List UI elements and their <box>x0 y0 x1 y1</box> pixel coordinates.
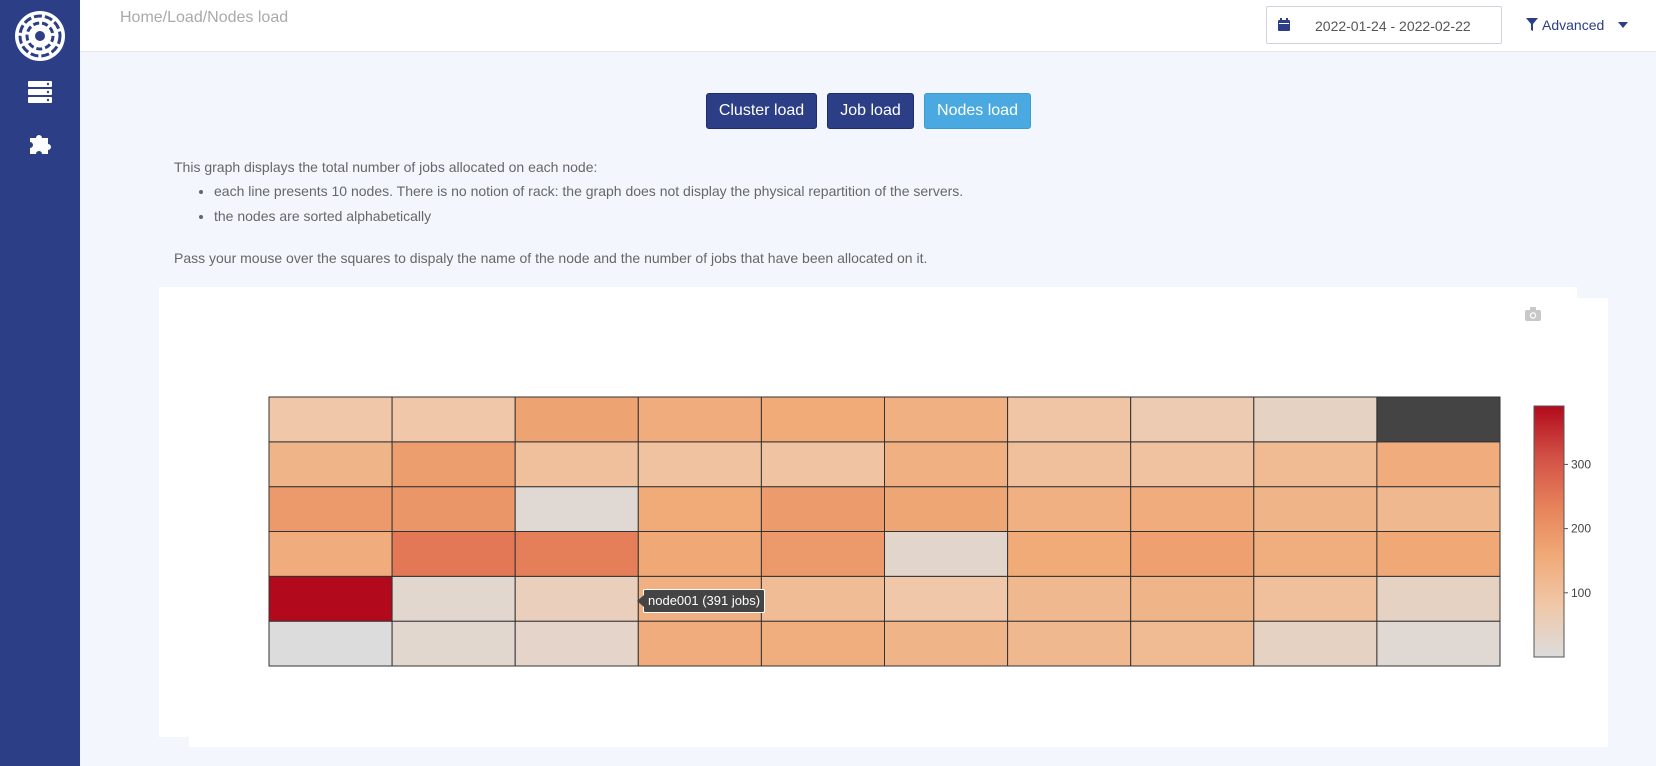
heatmap-cell[interactable] <box>1376 575 1501 622</box>
chevron-down-icon <box>1618 22 1629 28</box>
heatmap-cell[interactable] <box>1253 396 1378 443</box>
heatmap-cell[interactable] <box>1130 486 1255 532</box>
heatmap-cell[interactable] <box>760 441 886 488</box>
heatmap-cell[interactable] <box>1376 441 1501 488</box>
heatmap-cell[interactable] <box>884 575 1009 622</box>
heatmap-cell[interactable] <box>1253 531 1378 577</box>
heatmap-cell[interactable] <box>391 620 516 667</box>
heatmap-cell[interactable] <box>637 531 762 577</box>
heatmap-cell[interactable] <box>1130 441 1255 488</box>
heatmap-cell[interactable] <box>1253 441 1378 488</box>
heatmap-cell[interactable] <box>268 575 393 622</box>
heatmap-cell[interactable] <box>1253 575 1378 622</box>
advanced-filter-toggle[interactable]: Advanced <box>1526 17 1632 33</box>
servers-icon[interactable] <box>26 78 54 106</box>
heatmap-cell[interactable] <box>1007 486 1132 532</box>
heatmap-cell[interactable] <box>637 396 762 443</box>
heatmap-cell[interactable] <box>760 531 886 577</box>
puzzle-icon[interactable] <box>26 128 54 156</box>
heatmap-cell[interactable] <box>391 396 516 443</box>
heatmap-cell[interactable] <box>391 575 516 622</box>
date-range-picker[interactable]: 2022-01-24 - 2022-02-22 <box>1266 6 1502 44</box>
heatmap-cell[interactable] <box>1376 620 1501 667</box>
graph-description: This graph displays the total number of … <box>174 158 963 232</box>
heatmap-cell[interactable] <box>884 486 1009 532</box>
sidebar <box>0 0 80 766</box>
heatmap-cell[interactable] <box>1130 620 1255 667</box>
heatmap-cell[interactable] <box>514 441 639 488</box>
heatmap-cell[interactable] <box>268 441 393 488</box>
heatmap-cell[interactable] <box>760 620 886 667</box>
heatmap-cell[interactable] <box>637 441 762 488</box>
app-logo-icon[interactable] <box>14 10 66 62</box>
heatmap-cell[interactable] <box>268 486 393 532</box>
heatmap-cell[interactable] <box>514 620 639 667</box>
top-bar: Home/Load/Nodes load 2022-01-24 - 2022-0… <box>80 0 1656 52</box>
breadcrumb[interactable]: Home/Load/Nodes load <box>120 9 289 26</box>
heatmap-cell[interactable] <box>268 531 393 577</box>
advanced-label: Advanced <box>1542 17 1605 33</box>
heatmap-cell[interactable] <box>514 486 639 532</box>
heatmap-cell[interactable] <box>637 486 762 532</box>
job-load-button[interactable]: Job load <box>827 93 914 129</box>
description-list: each line presents 10 nodes. There is no… <box>174 182 963 225</box>
heatmap-cell[interactable] <box>1376 486 1501 532</box>
node-tooltip: node001 (391 jobs) <box>636 589 766 613</box>
heatmap-cell[interactable] <box>1007 620 1132 667</box>
heatmap-cell[interactable] <box>884 396 1009 443</box>
heatmap-cell[interactable] <box>1130 396 1255 443</box>
description-bullet: each line presents 10 nodes. There is no… <box>214 182 963 200</box>
heatmap-cell[interactable] <box>884 531 1009 577</box>
heatmap-cell[interactable] <box>884 620 1009 667</box>
colorbar-tick-label: 200 <box>1571 522 1591 536</box>
description-bullet: the nodes are sorted alphabetically <box>214 207 963 225</box>
heatmap-cell[interactable] <box>1253 620 1378 667</box>
heatmap-cell[interactable] <box>1376 396 1501 443</box>
description-intro: This graph displays the total number of … <box>174 159 598 175</box>
filter-icon <box>1526 18 1538 31</box>
colorbar-tick-label: 100 <box>1571 586 1591 600</box>
heatmap-cell[interactable] <box>514 575 639 622</box>
panel-corner <box>159 737 189 747</box>
heatmap-cell[interactable] <box>514 531 639 577</box>
heatmap-cell[interactable] <box>391 441 516 488</box>
heatmap-cell[interactable] <box>1007 396 1132 443</box>
cluster-load-button[interactable]: Cluster load <box>706 93 817 129</box>
colorbar <box>1533 405 1565 658</box>
calendar-icon <box>1278 18 1290 31</box>
heatmap-cell[interactable] <box>884 441 1009 488</box>
heatmap-cell[interactable] <box>1007 575 1132 622</box>
heatmap-cell[interactable] <box>760 486 886 532</box>
heatmap-cell[interactable] <box>1376 531 1501 577</box>
date-range-value: 2022-01-24 - 2022-02-22 <box>1315 18 1471 34</box>
nodes-load-button[interactable]: Nodes load <box>924 93 1031 129</box>
heatmap-cell[interactable] <box>268 396 393 443</box>
heatmap-cell[interactable] <box>760 575 886 622</box>
camera-icon[interactable] <box>1525 307 1541 321</box>
heatmap-cell[interactable] <box>268 620 393 667</box>
heatmap-cell[interactable] <box>637 620 762 667</box>
heatmap-cell[interactable] <box>1007 441 1132 488</box>
heatmap-cell[interactable] <box>760 396 886 443</box>
colorbar-tick-label: 300 <box>1571 457 1591 471</box>
heatmap-cell[interactable] <box>1130 531 1255 577</box>
panel-corner <box>1577 287 1610 298</box>
heatmap-cell[interactable] <box>1130 575 1255 622</box>
heatmap-cell[interactable] <box>1007 531 1132 577</box>
heatmap-cell[interactable] <box>1253 486 1378 532</box>
heatmap-cell[interactable] <box>391 486 516 532</box>
hover-hint: Pass your mouse over the squares to disp… <box>174 250 928 266</box>
heatmap-cell[interactable] <box>514 396 639 443</box>
heatmap-cell[interactable] <box>391 531 516 577</box>
